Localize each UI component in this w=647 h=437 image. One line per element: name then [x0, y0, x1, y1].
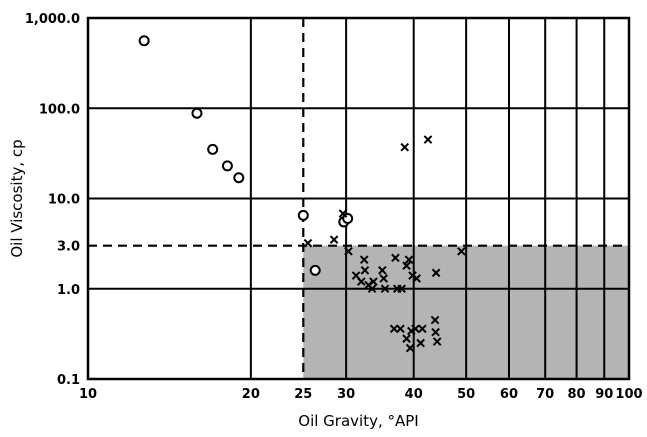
data-points: [138, 35, 466, 353]
x-tick-label: 40: [405, 387, 423, 402]
y-tick-labels: 0.1 1.0 3.0 10.0 100.0 1,000.0: [25, 12, 80, 388]
y-tick-label: 1.0: [57, 283, 80, 298]
y-axis-label: Oil Viscosity, cp: [8, 139, 26, 257]
x-point: [338, 209, 348, 218]
y-tick-label: 3.0: [57, 240, 80, 255]
x-point: [369, 277, 378, 286]
x-point: [389, 324, 399, 334]
x-point: [412, 274, 421, 283]
x-point: [407, 326, 416, 336]
x-tick-label: 60: [500, 387, 518, 402]
x-tick-label: 25: [294, 387, 312, 402]
x-point: [378, 266, 387, 275]
x-point: [400, 142, 410, 152]
circle-point: [207, 143, 219, 155]
plot-frame: [86, 16, 631, 381]
x-tick-label: 90: [595, 387, 613, 402]
x-point: [391, 253, 400, 263]
x-point: [432, 337, 442, 346]
x-tick-label: 20: [242, 387, 260, 402]
x-point: [416, 338, 425, 348]
x-point: [396, 324, 405, 334]
x-point: [360, 266, 370, 275]
x-point: [359, 255, 369, 264]
y-tick-label: 100.0: [39, 102, 80, 117]
x-point: [402, 334, 411, 343]
y-tick-label: 10.0: [48, 193, 80, 208]
y-tick-label: 0.1: [57, 373, 80, 388]
x-point: [457, 246, 466, 256]
x-point: [404, 255, 414, 264]
circle-point: [191, 107, 203, 119]
x-tick-label: 70: [536, 387, 554, 402]
x-tick-label: 50: [457, 387, 475, 402]
x-point: [303, 238, 313, 248]
x-point: [431, 268, 441, 278]
x-point: [344, 246, 353, 256]
x-tick-label: 100: [615, 387, 642, 402]
x-point: [423, 135, 433, 144]
x-tick-label: 10: [79, 387, 97, 402]
circle-point: [297, 209, 309, 221]
x-point: [430, 315, 440, 325]
x-point: [379, 274, 388, 283]
x-axis-label: Oil Gravity, °API: [298, 412, 418, 430]
x-tick-label: 80: [568, 387, 586, 402]
y-tick-label: 1,000.0: [25, 12, 80, 27]
reference-lines: [88, 18, 629, 379]
x-point: [402, 261, 411, 271]
x-point: [356, 277, 366, 286]
gridlines: [88, 18, 629, 379]
x-point: [367, 284, 377, 294]
x-point: [411, 324, 420, 334]
x-point: [405, 343, 415, 353]
circle-point: [221, 160, 233, 172]
x-tick-labels: 10 20 25 30 40 50 60 70 80 90 100: [79, 387, 643, 402]
x-point: [397, 284, 406, 294]
circle-point: [309, 264, 321, 276]
x-tick-label: 30: [337, 387, 355, 402]
circle-point: [233, 172, 245, 184]
circle-point: [138, 35, 150, 47]
x-point: [431, 327, 440, 337]
x-point: [380, 284, 390, 294]
x-point: [329, 235, 339, 244]
x-point: [418, 324, 427, 334]
